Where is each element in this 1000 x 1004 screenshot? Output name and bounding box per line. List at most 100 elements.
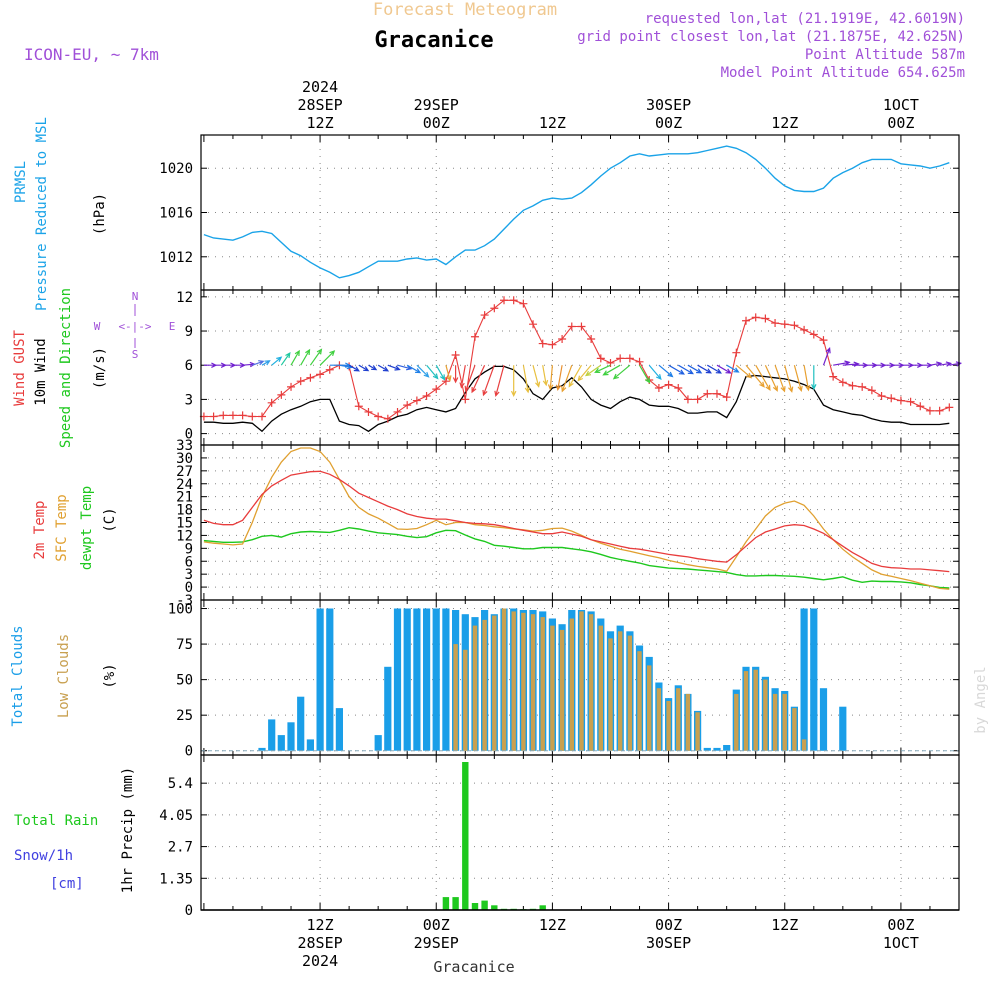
y-tick-label: 24 (176, 477, 193, 493)
wind-arrow (300, 348, 311, 366)
gust-line (203, 299, 950, 420)
gust-marker (577, 322, 586, 331)
wind-arrow (568, 364, 583, 388)
model-name: ICON-EU, ~ 7km (24, 45, 159, 64)
gridpoint-coords: grid point closest lon,lat (21.1875E, 42… (577, 29, 965, 45)
wind-arrow (416, 364, 430, 378)
wind-arrow (542, 365, 549, 387)
bottom-time-label: 2024 (302, 952, 338, 970)
wind-arrow (406, 364, 422, 374)
total-cloud-bar (384, 666, 392, 751)
gust-marker (480, 311, 489, 320)
wind-arrow (910, 362, 924, 368)
wind-arrow (745, 364, 765, 388)
y-tick-label: 50 (176, 673, 193, 689)
gust-marker (829, 372, 838, 381)
wind-arrow (482, 364, 495, 397)
wind-arrow (547, 365, 554, 391)
wind-arrow (471, 364, 486, 394)
total-cloud-bar (442, 608, 450, 751)
total-cloud-bar (306, 739, 314, 751)
gust-marker (635, 357, 644, 366)
gust-marker (587, 335, 596, 344)
bottom-time-label: 28SEP (297, 934, 342, 952)
low-cloud-bar (530, 614, 536, 751)
wind-arrow (638, 364, 651, 384)
wind-arrow (319, 350, 336, 366)
wind-arrow (939, 361, 953, 367)
wind-arrow (784, 365, 794, 393)
gust-marker (374, 412, 383, 421)
product-title: Forecast Meteogram (373, 0, 557, 20)
pressure-unit: (hPa) (92, 193, 108, 235)
wind-arrow (339, 364, 353, 370)
gust-marker (529, 320, 538, 329)
total-cloud-bar (423, 608, 431, 751)
y-tick-label: 27 (176, 464, 193, 480)
gust-marker (228, 411, 237, 420)
gust-marker (470, 332, 479, 341)
wind-arrow (594, 364, 611, 373)
gust-marker (209, 412, 218, 421)
bottom-time-label: 12Z (539, 916, 566, 934)
rain-bar (491, 905, 498, 910)
y-tick-label: 0 (185, 580, 193, 596)
wind-arrow (494, 365, 505, 398)
rain-bar (442, 897, 450, 910)
low-cloud-bar (540, 617, 545, 751)
wind-arrow (764, 364, 778, 392)
total-cloud-bar (800, 608, 808, 751)
temp-unit: (C) (102, 507, 118, 532)
wind-arrow (920, 362, 933, 368)
top-time-label: 1OCT (883, 96, 919, 114)
top-time-label: 00Z (887, 114, 914, 132)
total-cloud-bar (326, 608, 334, 751)
wind-arrow (271, 356, 283, 366)
wind-arrow (459, 365, 466, 389)
gust-marker (596, 354, 605, 363)
y-tick-label: 18 (176, 503, 193, 519)
low-cloud-bar (695, 712, 700, 751)
wind-arrow (555, 365, 563, 391)
total-cloud-bar (432, 608, 440, 751)
gust-marker (519, 299, 528, 308)
top-time-label: 28SEP (297, 96, 342, 114)
rain-label: Total Rain (14, 813, 98, 829)
total-cloud-bar (819, 688, 828, 751)
low-cloud-bar (656, 688, 662, 751)
gust-marker (664, 380, 673, 389)
low-cloud-bar (618, 631, 623, 751)
total-cloud-bar (393, 608, 402, 751)
gust-marker (925, 406, 934, 415)
gust-marker (393, 407, 402, 416)
low-cloud-bar (647, 665, 652, 751)
gust-marker (761, 314, 770, 323)
watermark: by Angel (973, 666, 989, 733)
rain-bar (462, 762, 469, 910)
panel-0: 1012 1016 1020 (159, 135, 960, 290)
top-time-label: 2024 (302, 78, 338, 96)
y-tick-label: 25 (176, 708, 193, 724)
gust-marker (432, 385, 441, 394)
gust-marker (248, 412, 257, 421)
low-cloud-bar (482, 619, 487, 751)
wind-arrow (677, 364, 694, 375)
y-tick-label: 1020 (159, 161, 193, 177)
rain-bar (481, 900, 488, 910)
pressure-line (203, 145, 950, 279)
gust-marker (509, 296, 518, 305)
snow-label: Snow/1h (14, 848, 73, 864)
y-tick-label: 9 (185, 324, 193, 340)
rain-bar (539, 905, 546, 910)
gust-marker (703, 389, 712, 398)
sfc-temp-line (203, 447, 950, 590)
top-time-label: 12Z (307, 114, 334, 132)
top-time-label: 29SEP (414, 96, 459, 114)
gust-marker (809, 330, 818, 339)
pressure-label-2: Pressure Reduced to MSL (34, 117, 50, 311)
wind-arrow (726, 364, 740, 373)
gust-marker (296, 377, 305, 386)
pressure-label-1: PRMSL (13, 161, 29, 203)
